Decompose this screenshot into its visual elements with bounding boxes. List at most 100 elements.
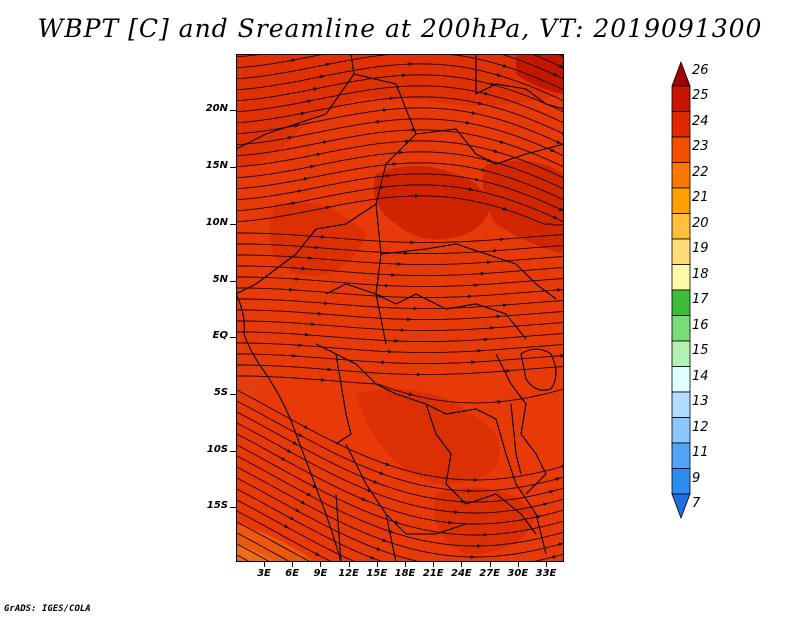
lon-tick-mark xyxy=(517,562,519,567)
colorbar-segment xyxy=(671,417,691,444)
country-border xyxy=(495,418,547,555)
colorbar-label: 26 xyxy=(692,62,709,78)
streamline-arrow xyxy=(291,201,297,206)
streamline-arrow xyxy=(306,492,312,497)
colorbar-label: 22 xyxy=(692,164,709,180)
lon-tick-mark xyxy=(292,562,294,567)
lat-tick-label: 5N xyxy=(212,274,228,285)
streamline-arrow xyxy=(325,205,331,210)
colorbar-segment xyxy=(671,391,691,418)
streamline-arrow xyxy=(556,140,561,144)
streamline-arrow xyxy=(555,477,561,481)
streamline-arrow xyxy=(502,207,508,211)
streamline xyxy=(236,184,564,223)
colorbar-label: 13 xyxy=(692,394,709,409)
streamline-arrow xyxy=(484,91,490,96)
streamline-arrow xyxy=(468,187,474,192)
streamline xyxy=(236,129,564,168)
streamline-arrow xyxy=(361,497,367,501)
streamline xyxy=(236,151,564,190)
streamline-arrow xyxy=(394,520,400,524)
lat-tick-mark xyxy=(230,451,236,452)
streamline-arrow xyxy=(291,58,297,63)
country-border xyxy=(385,513,397,562)
lon-tick-mark xyxy=(433,562,435,567)
country-border xyxy=(236,73,355,150)
streamline-arrow xyxy=(490,82,496,86)
colorbar-segment xyxy=(671,366,691,393)
lat-tick-mark xyxy=(230,167,236,168)
colorbar-label: 18 xyxy=(692,266,709,282)
colorbar-segment xyxy=(671,162,691,189)
streamline-arrow xyxy=(306,99,312,104)
streamline-arrow xyxy=(300,111,306,116)
streamline-arrow xyxy=(542,502,548,507)
streamline xyxy=(236,63,564,102)
colorbar-segment xyxy=(671,238,691,265)
streamlines xyxy=(236,54,564,562)
temperature-patch xyxy=(516,54,564,94)
streamline-arrow xyxy=(298,433,303,437)
colorbar-label: 9 xyxy=(692,470,701,486)
country-border xyxy=(475,54,564,110)
streamline xyxy=(236,331,564,343)
lat-tick-label: EQ xyxy=(212,330,228,341)
lon-tick-mark xyxy=(489,562,491,567)
streamline-arrow xyxy=(552,555,558,559)
temperature-patch xyxy=(356,389,500,484)
colorbar-extend-top xyxy=(671,60,691,87)
streamline-arrow xyxy=(379,471,385,475)
colorbar-label: 15 xyxy=(692,343,709,358)
streamline xyxy=(236,54,564,91)
lon-tick-mark xyxy=(546,562,547,567)
streamline xyxy=(236,54,564,80)
lon-tick-label: 9E xyxy=(313,568,328,579)
streamline-arrow xyxy=(558,64,564,68)
streamline-arrow xyxy=(493,149,499,153)
lon-tick-mark xyxy=(461,562,463,567)
streamline-arrow xyxy=(288,136,294,140)
streamline-arrow xyxy=(382,538,388,542)
streamline xyxy=(236,521,312,562)
country-border xyxy=(335,493,342,562)
country-border xyxy=(315,343,497,420)
streamline xyxy=(236,309,564,321)
streamline-arrow xyxy=(312,484,318,489)
streamline-arrow xyxy=(289,516,295,521)
country-border xyxy=(380,243,557,300)
country-border xyxy=(425,403,537,535)
figure-title: WBPT [C] and Sreamline at 200hPa, VT: 20… xyxy=(37,14,763,43)
colorbar-label: 11 xyxy=(692,445,709,460)
country-border xyxy=(415,128,564,165)
lon-tick-label: 6E xyxy=(285,568,300,579)
streamline-arrow xyxy=(481,168,487,172)
coastline xyxy=(236,293,342,562)
lon-tick-label: 3E xyxy=(257,568,271,579)
colorbar-label: 16 xyxy=(692,317,709,333)
streamline xyxy=(236,400,564,492)
colorbar-segment xyxy=(671,136,691,163)
streamline-arrow xyxy=(367,488,373,492)
colorbar xyxy=(671,60,691,520)
colorbar-label: 23 xyxy=(692,139,709,154)
streamline xyxy=(236,543,272,562)
colorbar-label: 17 xyxy=(692,292,709,307)
streamline xyxy=(236,287,564,299)
streamline xyxy=(236,455,564,547)
streamline xyxy=(236,195,564,226)
colorbar-segment xyxy=(671,264,691,291)
streamline xyxy=(236,96,564,135)
lat-tick-mark xyxy=(230,110,236,111)
streamline-arrow xyxy=(474,177,480,182)
lat-tick-label: 20N xyxy=(205,103,228,114)
streamline-arrow xyxy=(549,490,555,494)
streamline-arrow xyxy=(553,72,559,77)
credit-text: GrADS: IGES/COLA xyxy=(4,604,91,614)
colorbar-label: 20 xyxy=(692,215,709,231)
lon-tick-mark xyxy=(320,562,322,567)
colorbar-label: 19 xyxy=(692,241,709,256)
colorbar-label: 25 xyxy=(692,88,709,103)
streamline-arrow xyxy=(297,189,303,193)
streamline xyxy=(236,162,564,201)
streamline-map xyxy=(236,54,564,562)
